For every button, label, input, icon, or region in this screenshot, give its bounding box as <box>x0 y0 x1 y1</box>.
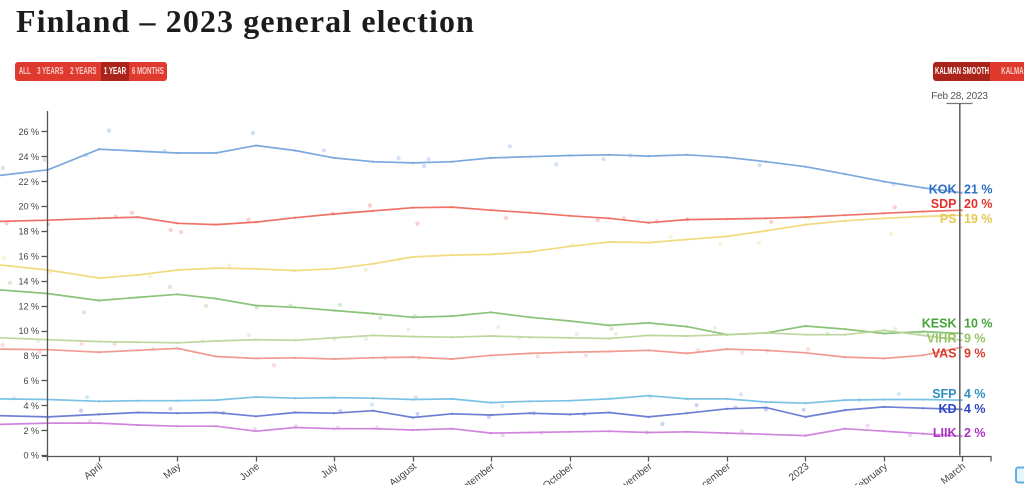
svg-text:6 %: 6 % <box>23 376 39 386</box>
svg-text:February: February <box>852 461 890 485</box>
svg-text:0 %: 0 % <box>23 451 39 461</box>
svg-text:KESK: KESK <box>922 317 957 331</box>
svg-text:4 %: 4 % <box>23 401 39 411</box>
svg-text:2 %: 2 % <box>23 426 39 436</box>
svg-text:VAS: VAS <box>932 346 957 360</box>
svg-text:9 %: 9 % <box>964 346 986 360</box>
svg-text:20 %: 20 % <box>964 197 993 211</box>
svg-text:14 %: 14 % <box>18 276 39 286</box>
svg-text:September: September <box>452 461 498 485</box>
svg-text:10 %: 10 % <box>964 317 993 331</box>
svg-text:2 %: 2 % <box>964 426 986 440</box>
svg-text:4 %: 4 % <box>964 387 986 401</box>
svg-text:October: October <box>541 461 576 485</box>
svg-text:SDP: SDP <box>931 197 957 211</box>
svg-text:Feb 28, 2023: Feb 28, 2023 <box>931 91 988 102</box>
svg-text:May: May <box>162 461 184 481</box>
svg-text:April: April <box>82 461 105 482</box>
svg-text:12 %: 12 % <box>18 301 39 311</box>
svg-text:June: June <box>238 461 262 483</box>
svg-text:18 %: 18 % <box>18 227 39 237</box>
svg-text:SFP: SFP <box>932 387 956 401</box>
svg-text:16 %: 16 % <box>18 252 39 262</box>
svg-text:22 %: 22 % <box>18 177 39 187</box>
svg-text:March: March <box>939 461 968 485</box>
svg-text:August: August <box>388 461 419 485</box>
svg-text:LIIK: LIIK <box>933 426 957 440</box>
svg-text:KD: KD <box>938 402 956 416</box>
svg-text:20 %: 20 % <box>18 202 39 212</box>
svg-text:21 %: 21 % <box>964 183 993 197</box>
svg-text:9 %: 9 % <box>964 332 986 346</box>
svg-text:10 %: 10 % <box>18 326 39 336</box>
svg-text:VIHR: VIHR <box>927 332 957 346</box>
svg-text:8 %: 8 % <box>23 351 39 361</box>
svg-text:July: July <box>319 461 340 481</box>
svg-text:4 %: 4 % <box>964 402 986 416</box>
svg-text:PS: PS <box>940 212 957 226</box>
svg-text:KOK: KOK <box>929 183 957 197</box>
svg-text:2023: 2023 <box>787 461 812 484</box>
svg-text:26 %: 26 % <box>18 127 39 137</box>
svg-text:19 %: 19 % <box>964 212 993 226</box>
svg-text:December: December <box>690 461 734 485</box>
svg-text:November: November <box>611 461 655 485</box>
svg-text:24 %: 24 % <box>18 152 39 162</box>
